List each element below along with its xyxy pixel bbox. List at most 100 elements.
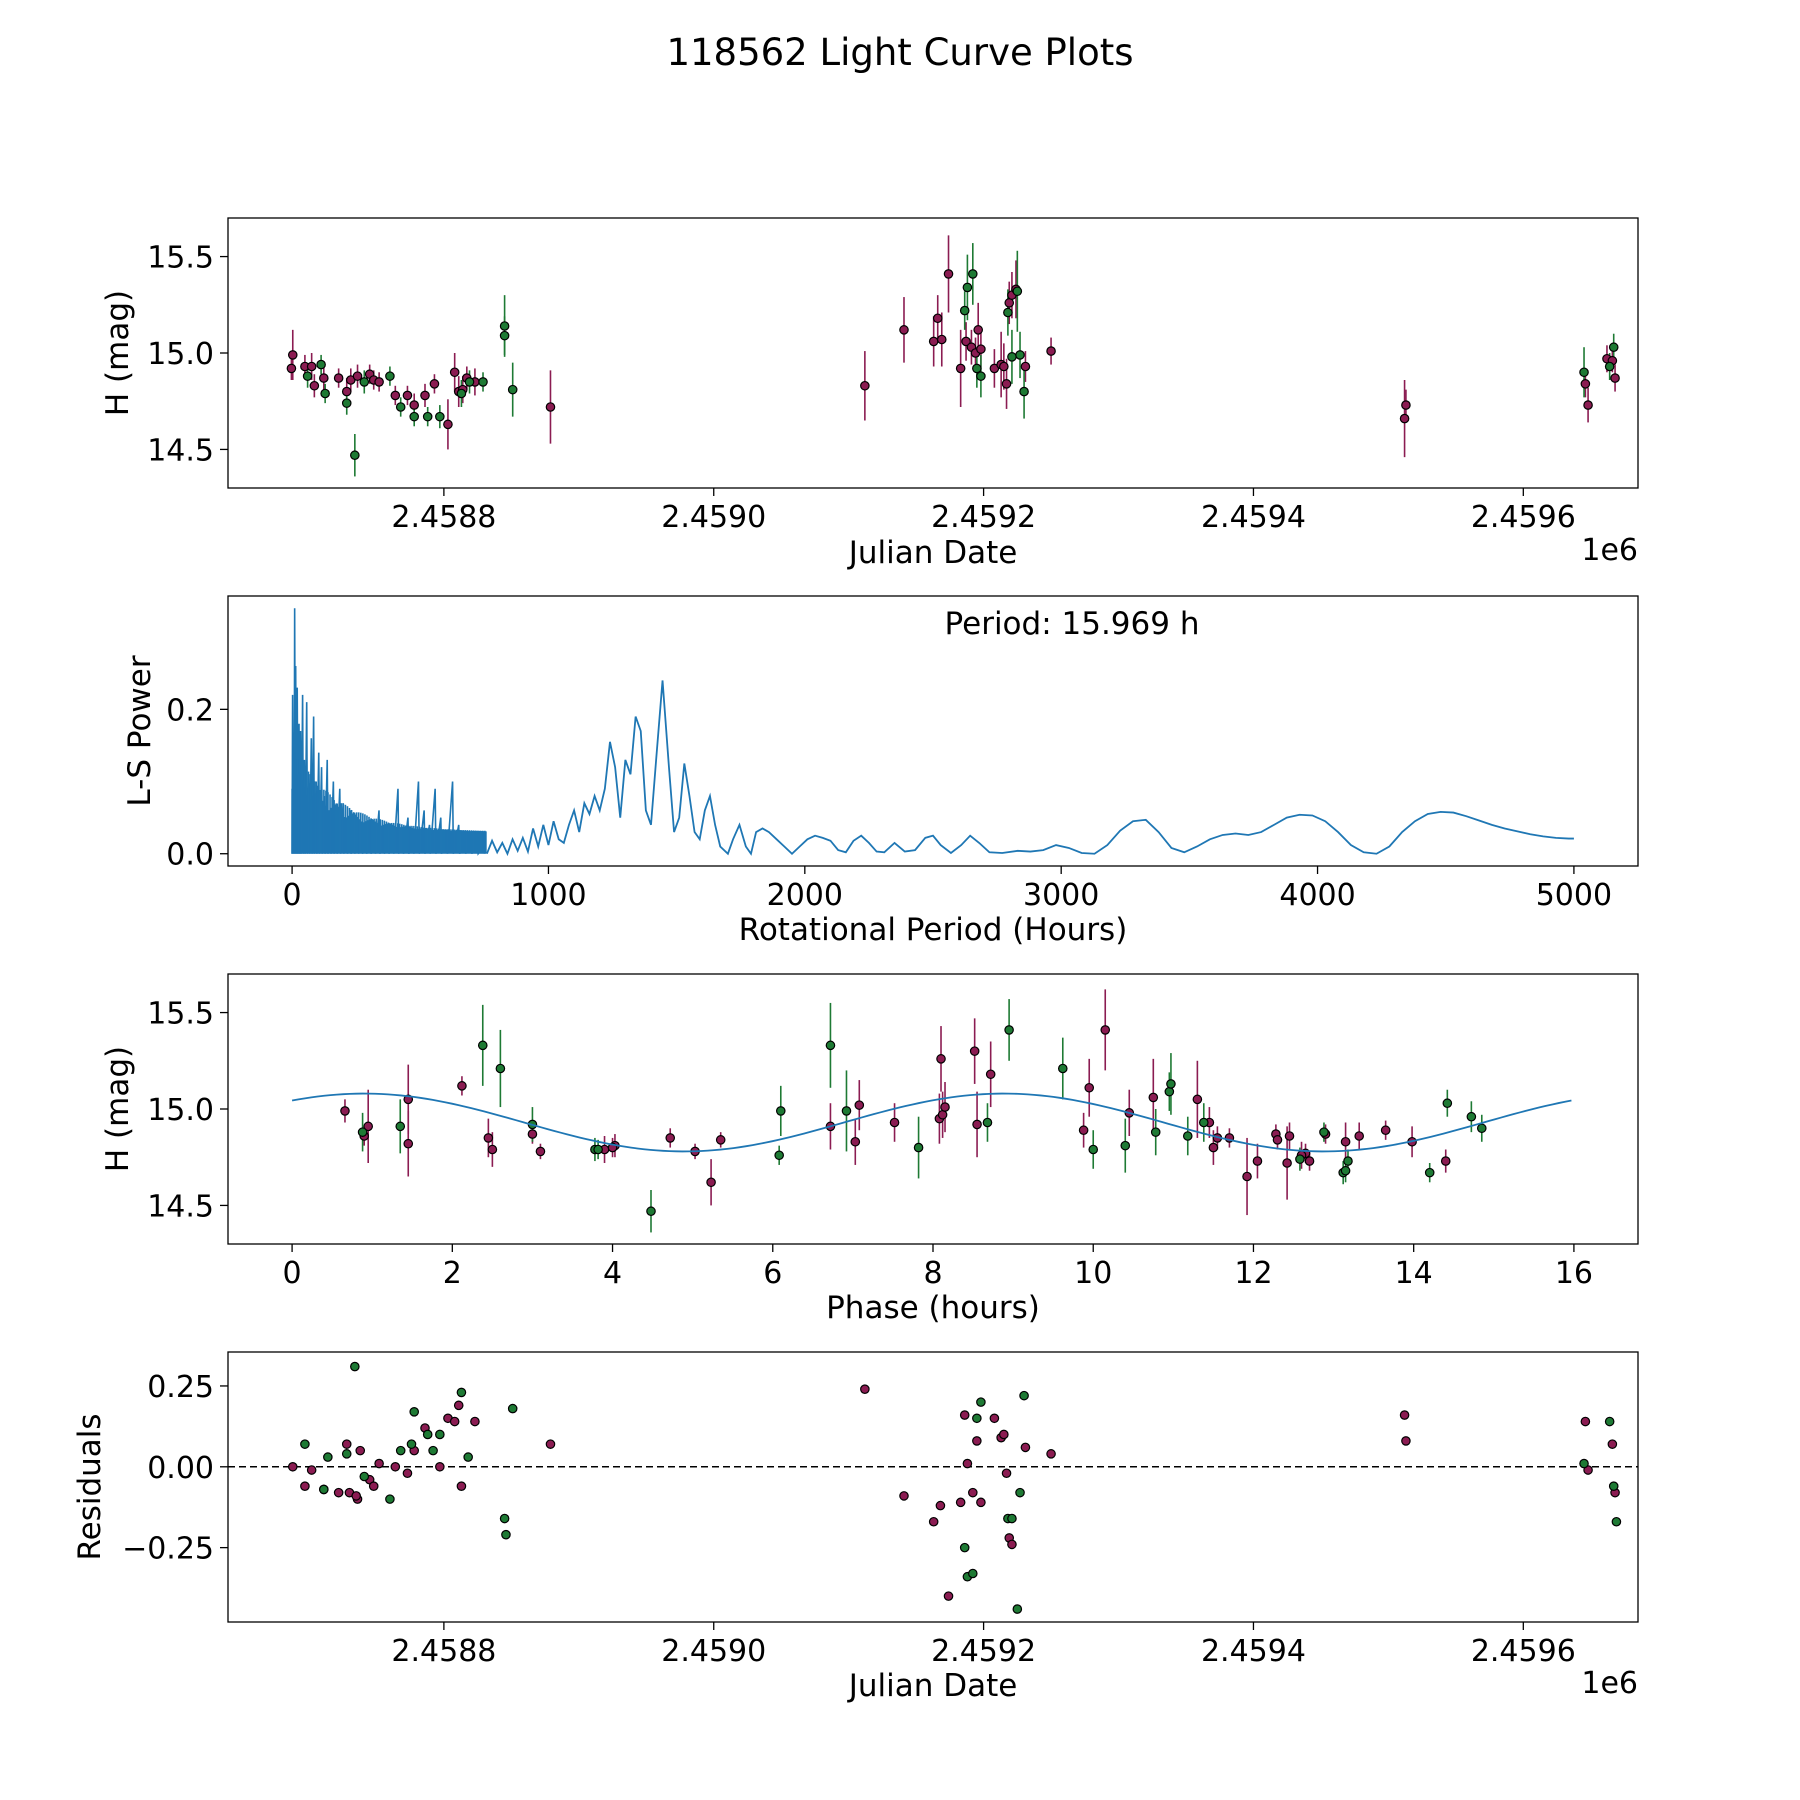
- x-tick-label: 10: [1074, 1256, 1112, 1291]
- data-point: [1580, 379, 1591, 389]
- data-point: [341, 398, 352, 408]
- data-point: [1399, 413, 1410, 424]
- data-point: [1148, 1092, 1159, 1103]
- data-point: [972, 1119, 982, 1130]
- data-point: [961, 336, 971, 347]
- data-point: [333, 373, 344, 383]
- data-point: [395, 1445, 406, 1456]
- data-point: [507, 1403, 518, 1414]
- data-point: [478, 377, 488, 387]
- data-point: [286, 363, 297, 374]
- data-point: [499, 330, 510, 341]
- data-point: [390, 390, 401, 401]
- data-point: [1343, 1156, 1353, 1166]
- data-point: [1401, 1436, 1411, 1446]
- data-point: [456, 1387, 467, 1398]
- data-point: [368, 1481, 379, 1491]
- data-point: [1182, 1131, 1193, 1141]
- data-point: [854, 1100, 865, 1110]
- y-tick-label: 14.5: [147, 1189, 214, 1224]
- x-tick-label: 2.4592: [931, 1634, 1036, 1669]
- periodogram-panel: 0 1000 2000 3000 4000 5000 0.0 0.2 Period: 15.9…: [122, 595, 1639, 948]
- data-point: [1604, 1416, 1615, 1427]
- data-point: [456, 388, 467, 399]
- residuals-marks: [228, 1361, 1638, 1614]
- data-point: [1252, 1156, 1263, 1166]
- x-tick-label: 16: [1555, 1256, 1593, 1291]
- data-point: [470, 1416, 480, 1427]
- x-tick-label: 14: [1395, 1256, 1433, 1291]
- data-point: [390, 1461, 401, 1472]
- periodogram-axes: 0 1000 2000 3000 4000 5000 0.0 0.2: [166, 693, 1612, 913]
- data-point: [959, 1410, 970, 1420]
- periodogram-ylabel: L-S Power: [122, 655, 158, 806]
- data-point: [1399, 1410, 1410, 1420]
- data-point: [1012, 286, 1023, 297]
- data-point: [341, 386, 352, 397]
- data-point: [1192, 1094, 1203, 1105]
- data-point: [306, 1465, 317, 1475]
- data-point: [1057, 1063, 1068, 1074]
- data-point: [976, 1397, 986, 1407]
- y-tick-label: 0.00: [147, 1451, 214, 1486]
- data-point: [1120, 1140, 1131, 1151]
- data-point: [955, 363, 966, 374]
- data-point: [1580, 1416, 1591, 1427]
- residuals-axes: 2.4588 2.4590 2.4592 2.4594 2.4596 −0.25 0.00 0…: [122, 1370, 1576, 1669]
- data-point: [1198, 1117, 1209, 1128]
- data-point: [1424, 1167, 1435, 1178]
- y-tick-label: 0.0: [166, 838, 214, 873]
- data-point: [318, 1484, 329, 1495]
- data-point: [351, 1491, 361, 1501]
- data-point: [940, 1102, 950, 1112]
- data-point: [999, 361, 1009, 372]
- data-point: [1084, 1082, 1095, 1093]
- data-point: [402, 390, 413, 401]
- data-point: [935, 1500, 946, 1511]
- data-point: [841, 1106, 852, 1116]
- data-point: [374, 1458, 384, 1469]
- data-point: [962, 282, 973, 293]
- residuals-offset-text: 1e6: [1581, 1666, 1638, 1701]
- data-point: [350, 1361, 360, 1372]
- residuals-xlabel: Julian Date: [847, 1668, 1018, 1704]
- data-point: [406, 1439, 417, 1449]
- data-point: [943, 1591, 954, 1601]
- data-point: [357, 1127, 368, 1137]
- data-point: [928, 1516, 939, 1527]
- data-point: [1019, 386, 1029, 397]
- x-tick-label: 2000: [767, 878, 843, 913]
- light-curve-ylabel: H (mag): [100, 290, 136, 416]
- y-tick-label: 15.5: [147, 997, 214, 1032]
- data-point: [1007, 352, 1017, 362]
- data-point: [477, 1040, 488, 1051]
- data-point: [899, 1491, 909, 1501]
- data-point: [456, 1481, 467, 1491]
- x-tick-label: 2.4592: [931, 500, 1036, 535]
- data-point: [359, 1471, 370, 1482]
- data-point: [1164, 1086, 1175, 1097]
- data-point: [333, 1487, 344, 1498]
- data-point: [527, 1129, 538, 1139]
- data-point: [1019, 1390, 1029, 1401]
- data-point: [1583, 400, 1593, 410]
- data-point: [453, 1400, 464, 1411]
- phase-axes: 0 2 4 6 8 10 12 14 16 14.5 15.0 15.5: [147, 997, 1593, 1291]
- data-point: [999, 1429, 1009, 1440]
- x-tick-label: 2.4594: [1201, 1634, 1306, 1669]
- y-tick-label: 15.0: [147, 337, 214, 372]
- data-point: [443, 419, 453, 430]
- data-point: [1003, 307, 1013, 318]
- periodogram-frame: [227, 595, 1639, 867]
- data-point: [306, 361, 317, 372]
- data-point: [968, 1568, 978, 1579]
- data-point: [1007, 1539, 1017, 1550]
- x-tick-label: 0: [283, 878, 302, 913]
- data-point: [962, 1458, 973, 1469]
- data-point: [1001, 379, 1012, 389]
- data-point: [302, 371, 313, 381]
- x-tick-label: 4: [603, 1256, 622, 1291]
- data-point: [464, 377, 475, 387]
- x-tick-label: 2.4596: [1471, 500, 1576, 535]
